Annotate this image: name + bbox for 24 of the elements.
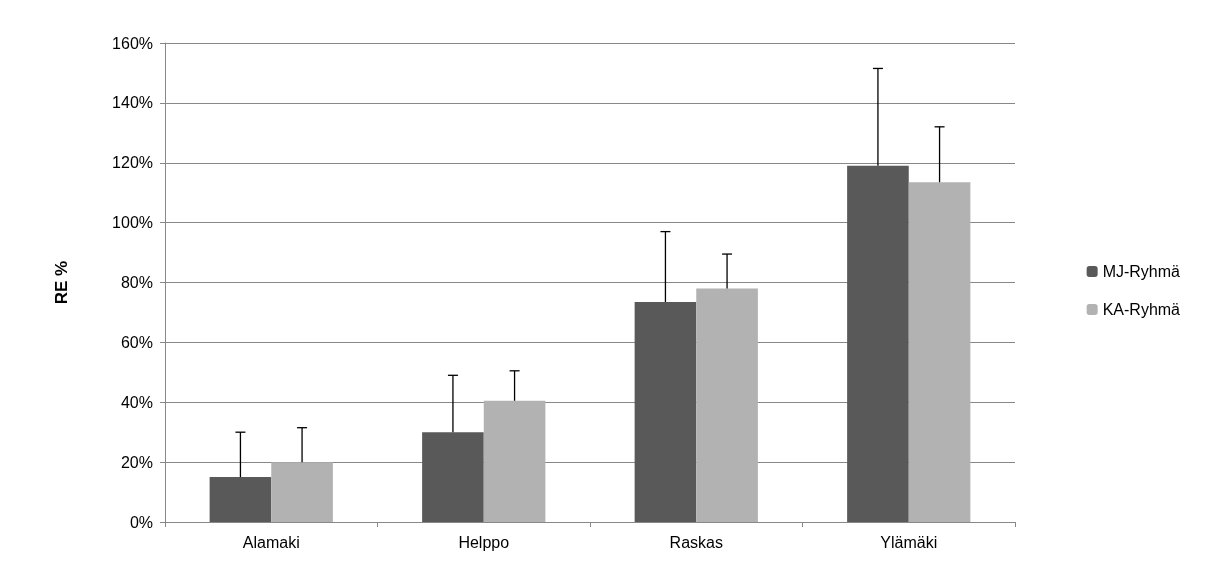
bar bbox=[483, 400, 546, 522]
bar bbox=[696, 288, 758, 522]
bar bbox=[209, 477, 272, 522]
bar bbox=[847, 165, 909, 522]
x-tick-label: Raskas bbox=[669, 533, 723, 551]
x-tick-label: Alamaki bbox=[242, 533, 300, 551]
y-tick-label: 80% bbox=[120, 274, 153, 291]
y-tick-label: 160% bbox=[112, 34, 153, 52]
y-tick-label: 100% bbox=[112, 214, 153, 232]
x-tick-label: Helppo bbox=[458, 533, 510, 551]
y-tick-label: 120% bbox=[112, 154, 153, 172]
y-tick-label: 20% bbox=[120, 453, 153, 471]
bar bbox=[634, 301, 697, 522]
legend-label: MJ-Ryhmä bbox=[1102, 263, 1181, 280]
y-tick-label: 60% bbox=[120, 333, 153, 351]
bar bbox=[908, 182, 971, 522]
y-tick-label: 0% bbox=[129, 513, 153, 531]
y-tick-label: 40% bbox=[120, 393, 153, 411]
y-tick-label: 140% bbox=[112, 94, 153, 112]
x-tick-label: Ylämäki bbox=[880, 533, 938, 551]
bar bbox=[271, 462, 333, 522]
y-axis-title: RE % bbox=[52, 260, 71, 305]
legend-label: KA-Ryhmä bbox=[1102, 301, 1181, 318]
bar bbox=[422, 432, 484, 522]
